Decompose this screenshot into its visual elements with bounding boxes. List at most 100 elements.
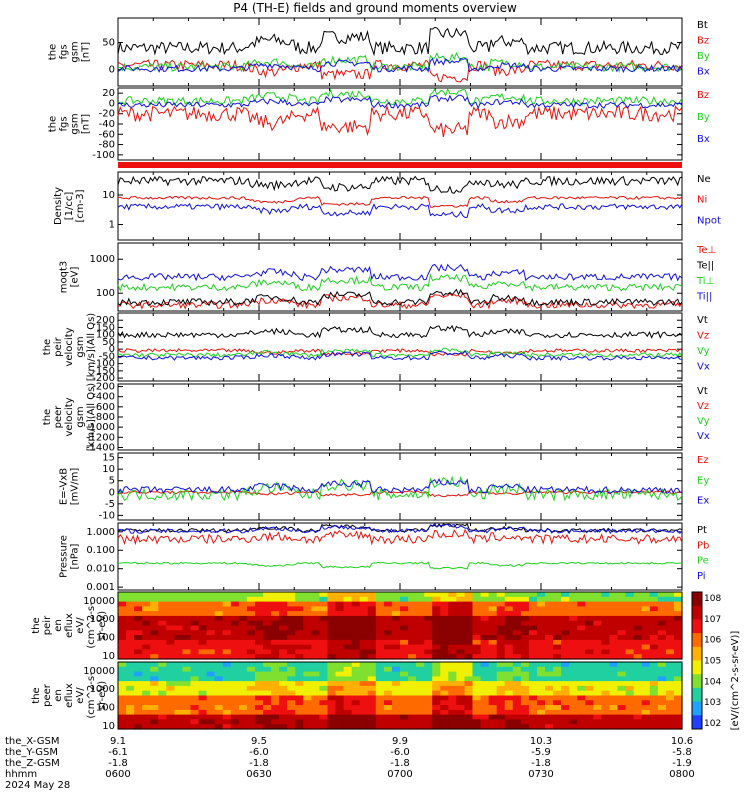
spectrum-cell — [665, 695, 675, 701]
ephem-row-label: the_Z-GSM — [5, 758, 60, 769]
spectrum-cell — [537, 681, 546, 687]
spectrum-cell — [601, 630, 611, 636]
spectrum-cell — [383, 611, 393, 617]
spectrum-cell — [335, 630, 345, 636]
spectrum-cell — [649, 630, 659, 636]
spectrum-cell — [617, 709, 627, 716]
spectrum-cell — [214, 601, 224, 607]
spectrum-cell — [633, 662, 643, 668]
colorbar-segment — [692, 715, 702, 730]
spectrum-cell — [383, 620, 393, 627]
spectrum-cell — [416, 719, 425, 725]
spectrum-cell — [303, 709, 312, 716]
spectrum-cell — [512, 630, 522, 636]
spectrum-cell — [263, 615, 272, 622]
spectrum-cell — [206, 671, 216, 677]
spectrum-cell — [625, 714, 635, 720]
spectrum-cell — [271, 635, 280, 641]
spectrum-cell — [593, 709, 603, 716]
spectrum-cell — [303, 666, 312, 673]
spectrum-cell — [375, 596, 385, 603]
spectrum-cell — [327, 615, 337, 622]
spectrum-cell — [504, 681, 514, 687]
spectrum-cell — [383, 676, 393, 682]
spectrum-cell — [295, 662, 304, 668]
spectrum-cell — [657, 596, 667, 603]
spectrum-cell — [577, 685, 586, 692]
spectrum-cell — [174, 601, 184, 607]
spectrum-cell — [649, 695, 659, 701]
ephem-value: 9.5 — [251, 736, 267, 747]
spectrum-cell — [424, 592, 433, 598]
spectrum-cell — [440, 676, 449, 682]
spectrum-cell — [303, 662, 312, 668]
ytick-label: -100 — [92, 150, 115, 161]
spectrum-cell — [569, 714, 578, 720]
ylabel: Density — [53, 187, 64, 225]
spectrum-cell — [408, 639, 417, 646]
spectrum-cell — [585, 630, 594, 636]
spectrum-cell — [585, 649, 594, 655]
spectrum-cell — [520, 592, 530, 598]
spectrum-cell — [214, 620, 224, 627]
spectrum-cell — [263, 654, 272, 660]
spectrum-cell — [561, 625, 570, 631]
spectrum-cell — [400, 719, 409, 725]
spectrum-cell — [520, 615, 530, 622]
spectrum-cell — [432, 695, 441, 701]
spectrum-cell — [520, 705, 530, 711]
spectrum-cell — [174, 685, 184, 692]
spectrum-cell — [182, 639, 192, 646]
spectrum-cell — [246, 700, 256, 706]
spectrum-cell — [400, 714, 409, 720]
spectrum-cell — [198, 690, 208, 697]
colorbar-segment — [692, 619, 702, 634]
spectrum-cell — [448, 671, 457, 677]
spectrum-cell — [174, 714, 184, 720]
spectrum-cell — [343, 644, 353, 650]
spectrum-cell — [134, 625, 143, 631]
spectrum-cell — [158, 681, 167, 687]
spectrum-cell — [545, 635, 554, 641]
spectrum-cell — [166, 644, 175, 650]
spectrum-cell — [512, 601, 522, 607]
ylabel: [km/s](All Qs) — [86, 383, 97, 451]
panel-frame — [117, 591, 683, 660]
spectrum-cell — [263, 671, 272, 677]
spectrum-cell — [375, 611, 385, 617]
spectrum-cell — [263, 714, 272, 720]
spectrum-cell — [158, 620, 167, 627]
spectrum-cell — [400, 606, 409, 612]
spectrum-cell — [528, 625, 538, 631]
spectrum-cell — [480, 606, 490, 612]
spectrum-cell — [391, 639, 401, 646]
spectrum-cell — [287, 671, 296, 677]
spectrum-cell — [327, 639, 337, 646]
spectrum-cell — [126, 615, 135, 622]
spectrum-cell — [126, 639, 135, 646]
spectrum-cell — [158, 625, 167, 631]
spectrum-cell — [222, 714, 232, 720]
spectrum-cell — [126, 625, 135, 631]
spectrum-cell — [295, 709, 304, 716]
spectrum-cell — [416, 724, 425, 730]
spectrum-cell — [287, 705, 296, 711]
spectrum-cell — [649, 714, 659, 720]
spectrum-cell — [271, 662, 280, 668]
spectrum-cell — [359, 596, 369, 603]
spectrum-cell — [118, 654, 127, 660]
spectrum-cell — [673, 671, 683, 677]
spectrum-cell — [537, 714, 546, 720]
spectrum-cell — [142, 671, 151, 677]
spectrum-cell — [198, 676, 208, 682]
spectrum-cell — [472, 666, 482, 673]
spectrum-cell — [448, 639, 457, 646]
ytick-label: 100 — [96, 633, 115, 644]
colorbar-tick: 103 — [704, 698, 721, 708]
spectrum-cell — [432, 719, 441, 725]
ytick-label: -400 — [92, 392, 115, 403]
spectrum-cell — [649, 662, 659, 668]
spectrum-cell — [400, 630, 409, 636]
ylabel: peer — [53, 405, 64, 429]
